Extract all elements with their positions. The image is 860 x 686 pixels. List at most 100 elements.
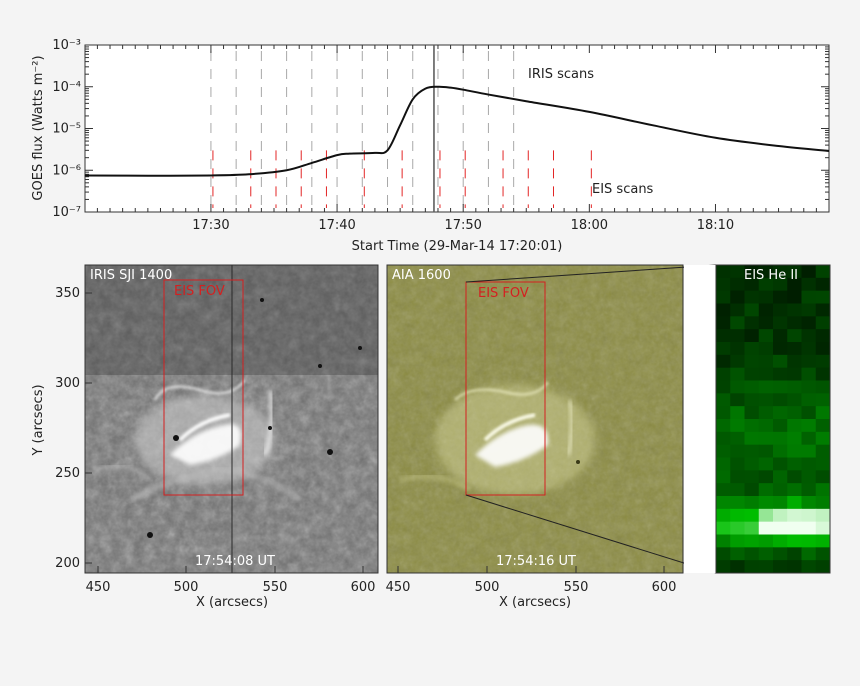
eis-pixel [815,406,830,420]
iris-title: IRIS SJI 1400 [90,268,172,283]
eis-pixel [730,342,745,356]
eis-pixel [758,560,774,573]
eis-pixel [758,547,774,561]
eis-pixel [758,290,774,304]
eis-pixel [801,560,817,573]
eis-pixel [773,290,788,304]
eis-pixel [815,265,830,279]
eis-pixel [730,560,745,573]
eis-pixel [787,393,802,407]
eis-pixel [815,277,830,292]
eis-pixel [758,316,774,330]
eis-pixel [730,419,745,433]
eis-pixel [801,290,817,304]
eis-pixel [815,444,830,458]
eis-pixel [815,534,830,548]
eis-pixel [730,431,745,446]
eis-title: EIS He II [744,268,798,283]
eis-pixel [716,342,731,356]
eis-scans-label: EIS scans [592,182,654,197]
x-tick-label: 17:50 [444,218,481,233]
eis-pixel [801,380,817,394]
eis-pixel [801,457,817,471]
iris-x-tick: 500 [174,580,199,595]
eis-pixel [773,483,788,497]
eis-pixel [801,496,817,510]
x-tick-label: 17:40 [318,218,355,233]
eis-pixel [758,342,774,356]
eis-pixel [744,265,760,279]
aia-xlabel: X (arcsecs) [499,595,571,610]
eis-he2-panel: EIS He II [684,264,831,574]
eis-pixel [815,521,830,535]
eis-pixel [773,560,788,573]
eis-pixel [758,534,774,548]
eis-pixel [787,560,802,573]
iris-y-tick: 200 [55,556,80,571]
y-tick-label: 10⁻³ [52,38,81,53]
eis-pixel [758,431,774,446]
eis-pixel [730,534,745,548]
eis-pixel [773,303,788,317]
eis-pixel [801,444,817,458]
eis-pixel [815,483,830,497]
eis-pixel [787,303,802,317]
iris-ylabel: Y (arcsecs) [31,384,46,456]
aia-x-tick: 600 [652,580,677,595]
eis-pixel [730,380,745,394]
eis-pixel [758,419,774,433]
eis-pixel [744,547,760,561]
eis-pixel [758,303,774,317]
eis-pixel [744,277,760,292]
eis-pixel [787,265,802,279]
eis-pixel [744,419,760,433]
eis-pixel [744,303,760,317]
eis-pixel [730,367,745,381]
x-tick-label: 17:30 [192,218,229,233]
eis-pixel [787,534,802,548]
eis-pixel [758,444,774,458]
eis-pixel [787,329,802,343]
eis-pixel [744,470,760,484]
eis-pixel [716,483,731,497]
eis-pixel [716,470,731,484]
eis-pixel [730,547,745,561]
eis-pixel [801,303,817,317]
eis-pixel [815,496,830,510]
eis-pixel [716,457,731,471]
eis-pixel [758,265,774,279]
aia-x-ticks: 450 500 550 600 [386,566,677,595]
eis-pixel [801,431,817,446]
iris-x-tick: 450 [86,580,111,595]
eis-pixel [758,521,774,535]
eis-pixel [716,367,731,381]
eis-pixel [744,496,760,510]
eis-pixel [787,380,802,394]
eis-pixel [773,277,788,292]
eis-pixel [744,521,760,535]
eis-pixel [758,277,774,292]
aia-x-tick: 550 [564,580,589,595]
eis-pixel [744,534,760,548]
eis-pixel [730,265,745,279]
eis-pixel [716,547,731,561]
eis-pixel [787,367,802,381]
eis-pixel [801,419,817,433]
eis-pixel [716,534,731,548]
eis-pixel [716,444,731,458]
y-axis-label: GOES flux (Watts m⁻²) [31,55,46,200]
eis-pixel [744,406,760,420]
eis-pixel [815,342,830,356]
eis-pixel [758,483,774,497]
eis-pixel [716,521,731,535]
eis-pixel [744,290,760,304]
eis-pixel [716,560,731,573]
eis-pixel [716,380,731,394]
eis-pixel [801,508,817,523]
x-axis-label: Start Time (29-Mar-14 17:20:01) [352,239,563,254]
eis-pixel [815,508,830,523]
eis-pixel [801,521,817,535]
eis-pixel [744,329,760,343]
eis-pixel [730,406,745,420]
eis-pixel [773,470,788,484]
